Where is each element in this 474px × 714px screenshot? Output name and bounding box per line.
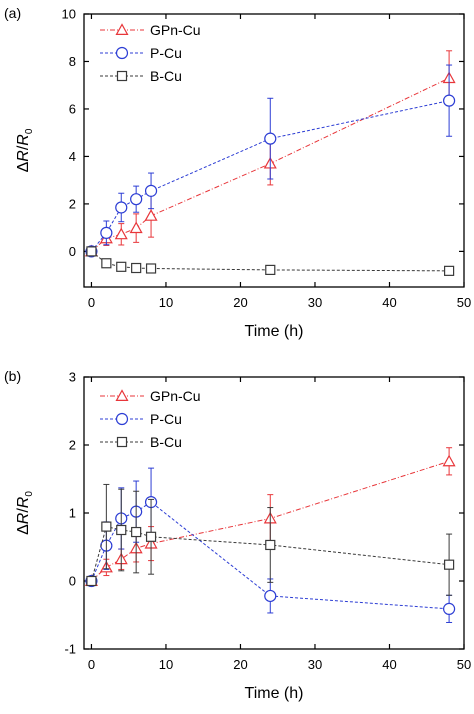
data-point (115, 201, 128, 214)
legend-marker (115, 412, 129, 426)
x-axis-title: Time (h) (245, 685, 304, 702)
data-point (101, 521, 112, 532)
y-axis-title: ΔR/R0 (15, 128, 35, 172)
data-point (130, 193, 143, 206)
series-B-Cu (86, 246, 455, 276)
data-point (443, 559, 455, 570)
legend-marker (116, 70, 128, 82)
y-tick-label: 0 (69, 244, 76, 259)
legend-label: GPn-Cu (150, 22, 201, 38)
series-P-Cu (85, 64, 456, 258)
legend-marker (116, 436, 128, 448)
data-point (86, 246, 97, 257)
y-axis-title: ΔR/R0 (15, 491, 35, 535)
data-point (129, 221, 143, 234)
data-point (145, 263, 157, 274)
x-tick-label: 40 (382, 657, 396, 672)
y-tick-label: 2 (69, 196, 76, 211)
x-tick-label: 20 (233, 295, 247, 310)
chart-panel-1: (a) 0 10 20 30 40 50 0 2 4 6 8 10 Time (h) ΔR/R0 GPn-Cu… (4, 5, 471, 340)
y-tick-label: 6 (69, 101, 76, 116)
legend-marker (115, 23, 129, 36)
data-point (144, 184, 158, 197)
legend-label: B-Cu (150, 434, 182, 450)
x-tick-label: 30 (308, 295, 322, 310)
y-tick-label: 2 (69, 438, 76, 453)
legend-marker (115, 46, 129, 60)
data-point (264, 132, 277, 145)
y-tick-label: 3 (69, 370, 76, 385)
x-axis-title: Time (h) (245, 323, 304, 340)
legend-label: B-Cu (150, 68, 182, 84)
legend: GPn-Cu P-Cu B-Cu (100, 22, 201, 84)
x-tick-label: 50 (457, 295, 471, 310)
data-point (100, 226, 113, 239)
legend-label: P-Cu (150, 45, 182, 61)
y-tick-label: 10 (62, 7, 76, 22)
legend-marker (115, 389, 129, 401)
data-point (131, 526, 142, 538)
data-point (145, 531, 157, 542)
x-tick-label: 20 (233, 657, 247, 672)
data-point (86, 575, 97, 587)
x-tick-label: 10 (159, 657, 173, 672)
x-tick-label: 40 (382, 295, 396, 310)
data-point (265, 539, 276, 551)
data-point (116, 524, 127, 536)
x-tick-label: 0 (88, 295, 95, 310)
legend-label: GPn-Cu (150, 388, 201, 404)
chart-panel-2: (b) 0 10 20 30 40 50 -1 0 1 2 3 Time (h) ΔR/R0 GPn-Cu P… (4, 368, 471, 702)
data-point (265, 264, 276, 276)
data-point (101, 258, 112, 269)
y-tick-label: 4 (69, 149, 76, 164)
legend-label: P-Cu (150, 411, 182, 427)
legend: GPn-Cu P-Cu B-Cu (100, 388, 201, 450)
x-tick-label: 0 (88, 657, 95, 672)
panel-label: (b) (4, 368, 21, 384)
x-tick-label: 50 (457, 657, 471, 672)
data-point (443, 265, 455, 276)
x-tick-label: 30 (308, 657, 322, 672)
panel-label: (a) (4, 5, 21, 21)
data-point (116, 261, 127, 272)
y-tick-label: -1 (64, 642, 76, 657)
series-B-Cu (86, 483, 455, 596)
y-tick-label: 1 (69, 506, 76, 521)
y-tick-label: 0 (69, 574, 76, 589)
data-point (442, 454, 456, 467)
data-point (442, 94, 456, 107)
data-point (114, 227, 128, 240)
x-tick-label: 10 (159, 295, 173, 310)
data-point (131, 262, 142, 274)
y-tick-label: 8 (69, 54, 76, 69)
plot-frame (83, 13, 465, 288)
data-point (264, 589, 277, 603)
data-point (144, 209, 158, 221)
data-point (442, 602, 456, 615)
